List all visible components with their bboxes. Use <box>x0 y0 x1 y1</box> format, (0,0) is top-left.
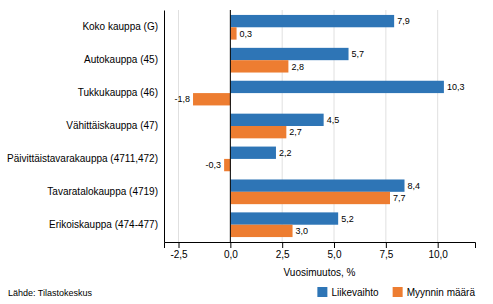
data-label: 10,3 <box>447 82 465 92</box>
grid-line <box>385 10 386 242</box>
y-axis: Koko kauppa (G) Autokauppa (45) Tukkukaupp… <box>7 11 165 243</box>
x-axis-line <box>165 243 476 249</box>
bar <box>230 179 404 191</box>
data-label: 7,7 <box>393 193 406 203</box>
x-tick-mark <box>230 242 231 248</box>
x-tick-mark <box>334 242 335 248</box>
bar <box>193 93 230 105</box>
x-tick-mark <box>179 242 180 248</box>
x-tick-label: 10,0 <box>428 249 448 260</box>
annotation: Lähde: Tilastokeskus <box>8 288 93 298</box>
data-labels: 7,9 5,7 10,3 4,5 2,2 8,4 5,2 0,3 2,8 -1,8 2,7 -0,3 7… <box>175 16 465 236</box>
legend-swatch <box>393 287 403 297</box>
data-label: 0,3 <box>240 29 253 39</box>
data-label: 8,4 <box>408 181 421 191</box>
y-axis-line <box>164 11 165 243</box>
x-tick-label: 0,0 <box>224 249 238 260</box>
legend-item: Myynnin määrä <box>393 287 476 298</box>
zero-line <box>230 10 231 242</box>
y-tick-label: Vähittäiskauppa (47) <box>66 120 158 131</box>
x-tick: -2,5 <box>170 242 188 260</box>
x-tick: 7,5 <box>379 242 393 260</box>
data-label: 7,9 <box>397 16 410 26</box>
data-label: 2,2 <box>279 148 292 158</box>
y-tick-label: Tavaratalokauppa (4719) <box>47 186 158 197</box>
bar <box>230 114 323 126</box>
legend-swatch <box>317 287 327 297</box>
bar <box>230 81 444 93</box>
grid-line <box>334 10 335 242</box>
y-tick: Koko kauppa (G) <box>82 21 164 32</box>
data-label: 3,0 <box>296 226 309 236</box>
x-tick-mark <box>438 242 439 248</box>
x-tick-label: 2,5 <box>276 249 290 260</box>
y-tick: Autokauppa (45) <box>84 54 164 65</box>
grid-line <box>230 10 231 242</box>
data-label: 2,8 <box>291 62 304 72</box>
legend-item: Liikevaihto <box>317 287 379 298</box>
bar <box>230 212 338 224</box>
y-tick-label: Autokauppa (45) <box>84 54 158 65</box>
legend-label: Myynnin määrä <box>407 287 476 298</box>
bar <box>230 192 390 204</box>
data-label: -1,8 <box>175 94 191 104</box>
data-label: 2,7 <box>289 127 302 137</box>
y-tick-label: Tukkukauppa (46) <box>78 87 158 98</box>
bar <box>230 48 348 60</box>
x-tick-label: -2,5 <box>170 249 188 260</box>
grid <box>179 10 438 242</box>
chart-container: 7,9 5,7 10,3 4,5 2,2 8,4 5,2 0,3 2,8 -1,8 2,7 -0,3 7… <box>0 0 493 304</box>
x-tick-label: 7,5 <box>379 249 393 260</box>
y-tick: Tukkukauppa (46) <box>78 87 164 98</box>
bar <box>230 225 292 237</box>
data-label: 5,7 <box>352 49 365 59</box>
grid-line <box>178 10 179 242</box>
x-axis-title: Vuosimuutos, % <box>284 267 356 278</box>
bar <box>230 147 276 159</box>
x-axis: -2,5 0,0 2,5 5,0 7,5 10,0 <box>165 242 476 260</box>
data-label: -0,3 <box>206 160 222 170</box>
bar <box>230 60 288 72</box>
bar <box>224 159 230 171</box>
y-tick: Erikoiskauppa (474-477) <box>49 219 164 230</box>
x-tick-label: 5,0 <box>328 249 342 260</box>
y-tick: Vähittäiskauppa (47) <box>66 120 164 131</box>
x-tick: 2,5 <box>276 242 290 260</box>
bar <box>230 27 236 39</box>
y-tick-label: Päivittäistavarakauppa (4711,472) <box>7 153 158 164</box>
chart-svg: 7,9 5,7 10,3 4,5 2,2 8,4 5,2 0,3 2,8 -1,8 2,7 -0,3 7… <box>0 0 493 304</box>
data-label: 5,2 <box>341 214 354 224</box>
bar <box>230 15 394 27</box>
grid-line <box>437 10 438 242</box>
x-tick-mark <box>386 242 387 248</box>
legend-label: Liikevaihto <box>331 287 379 298</box>
x-tick: 10,0 <box>428 242 448 260</box>
bar-series <box>193 27 390 237</box>
bar <box>230 126 286 138</box>
data-label: 4,5 <box>327 115 340 125</box>
bar-series <box>230 15 444 225</box>
x-tick: 5,0 <box>328 242 342 260</box>
y-tick: Tavaratalokauppa (4719) <box>47 186 164 197</box>
y-tick-label: Erikoiskauppa (474-477) <box>49 219 158 230</box>
legend: Myynnin määrä Liikevaihto <box>317 287 475 298</box>
y-tick-label: Koko kauppa (G) <box>82 21 158 32</box>
x-tick-mark <box>282 242 283 248</box>
x-tick: 0,0 <box>224 242 238 260</box>
y-tick: Päivittäistavarakauppa (4711,472) <box>7 153 164 164</box>
